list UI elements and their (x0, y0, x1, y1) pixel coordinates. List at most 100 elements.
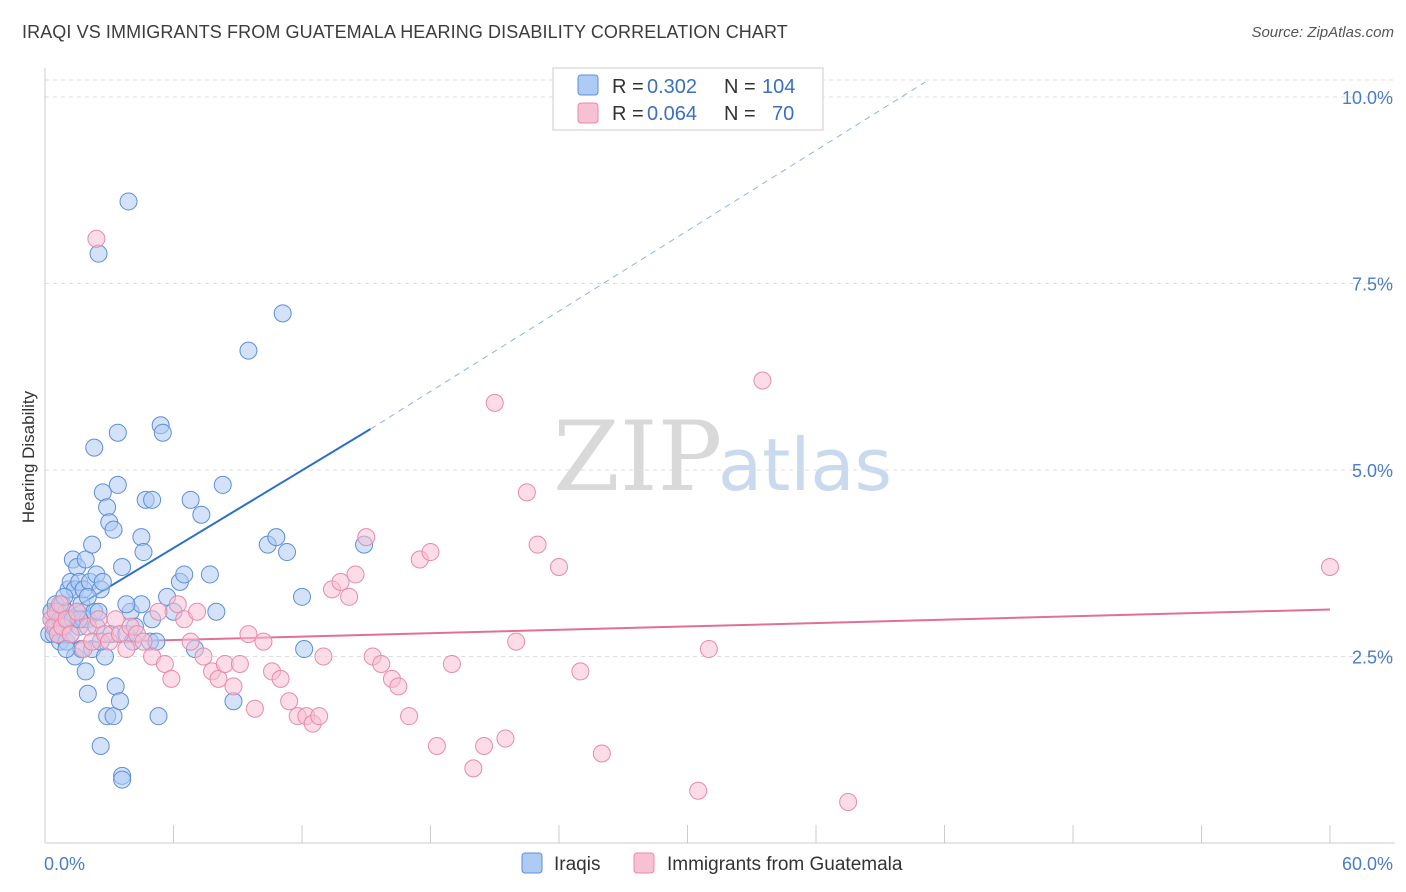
legend-n-label-1: N = (724, 76, 756, 98)
point-iraqi-82 (192, 505, 211, 524)
point-iraqi-63 (119, 192, 138, 211)
point-iraqi-89 (267, 528, 286, 547)
point-iraqi-58 (110, 692, 129, 711)
trendlines (55, 81, 1331, 645)
point-guatemala-29 (194, 647, 213, 666)
y-axis-label: Hearing Disability (19, 390, 38, 523)
source-credit: Source: ZipAtlas.com (1251, 24, 1394, 41)
legend-swatch-iraqi (577, 74, 599, 96)
y-tick-label-3: 10.0% (1342, 88, 1393, 108)
point-iraqi-83 (200, 565, 219, 584)
gridlines (45, 79, 1395, 657)
point-iraqi-53 (104, 707, 123, 726)
point-guatemala-34 (230, 654, 249, 673)
point-guatemala-75 (87, 229, 106, 248)
y-tick-label-1: 5.0% (1352, 461, 1393, 481)
correlation-legend: R = 0.302 N = 104 R = 0.064 N = 70 (552, 67, 824, 131)
point-iraqi-32 (76, 662, 95, 681)
watermark-atlas: atlas (718, 423, 892, 507)
point-guatemala-60 (464, 759, 483, 778)
point-iraqi-87 (239, 341, 258, 360)
point-guatemala-65 (517, 483, 536, 502)
point-guatemala-35 (239, 625, 258, 644)
point-iraqi-54 (104, 520, 123, 539)
x-tick-label-0: 0.0% (44, 854, 85, 874)
point-guatemala-37 (254, 632, 273, 651)
point-guatemala-70 (592, 744, 611, 763)
point-iraqi-84 (207, 602, 226, 621)
point-iraqi-73 (149, 707, 168, 726)
point-guatemala-48 (340, 587, 359, 606)
point-iraqi-80 (181, 490, 200, 509)
point-guatemala-31 (209, 669, 228, 688)
legend-swatch-guatemala (577, 102, 599, 124)
point-iraqi-49 (98, 498, 117, 517)
point-guatemala-33 (224, 677, 243, 696)
point-iraqi-65 (132, 595, 151, 614)
point-guatemala-8 (68, 602, 87, 621)
axes (44, 68, 1395, 844)
point-guatemala-15 (106, 610, 125, 629)
point-iraqi-35 (78, 684, 97, 703)
point-guatemala-62 (485, 393, 504, 412)
point-iraqi-48 (95, 647, 114, 666)
data-points (40, 192, 1339, 811)
point-guatemala-49 (346, 565, 365, 584)
bottom-legend-swatch-guatemala (633, 852, 655, 874)
point-guatemala-58 (427, 737, 446, 756)
point-guatemala-66 (528, 535, 547, 554)
point-iraqi-99 (78, 587, 97, 606)
point-guatemala-74 (1321, 557, 1339, 576)
point-guatemala-54 (389, 677, 408, 696)
point-iraqi-59 (113, 557, 132, 576)
point-guatemala-23 (155, 654, 174, 673)
point-guatemala-32 (215, 654, 234, 673)
point-guatemala-47 (331, 572, 350, 591)
chart-title: IRAQI VS IMMIGRANTS FROM GUATEMALA HEARI… (22, 22, 788, 42)
point-iraqi-75 (153, 423, 172, 442)
point-iraqi-101 (113, 770, 132, 789)
point-guatemala-52 (372, 654, 391, 673)
legend-label-guatemala: Immigrants from Guatemala (667, 854, 903, 875)
point-guatemala-69 (753, 371, 772, 390)
legend-n-value-1: 104 (762, 76, 795, 98)
legend-n-label-2: N = (724, 103, 756, 125)
point-iraqi-33 (76, 550, 95, 569)
point-guatemala-67 (550, 557, 568, 576)
point-guatemala-72 (699, 640, 718, 659)
series-legend: Iraqis Immigrants from Guatemala (521, 852, 903, 875)
point-guatemala-20 (134, 632, 153, 651)
point-guatemala-61 (475, 737, 494, 756)
point-iraqi-40 (85, 438, 104, 457)
point-iraqi-96 (57, 640, 76, 659)
point-iraqi-85 (213, 475, 232, 494)
point-guatemala-22 (149, 602, 168, 621)
point-guatemala-71 (689, 781, 708, 800)
point-iraqi-46 (93, 483, 112, 502)
legend-r-value-2: 0.064 (647, 103, 697, 125)
point-iraqi-92 (293, 587, 311, 606)
x-tick-label-1: 60.0% (1342, 854, 1393, 874)
point-guatemala-50 (357, 528, 376, 547)
point-iraqi-55 (106, 677, 125, 696)
point-guatemala-27 (181, 632, 200, 651)
y-tick-label-0: 2.5% (1352, 648, 1393, 668)
point-guatemala-57 (421, 543, 440, 562)
trendline-iraqi-extension (370, 81, 926, 430)
point-iraqi-100 (89, 244, 108, 263)
point-iraqi-57 (108, 475, 127, 494)
point-iraqi-56 (108, 423, 127, 442)
point-guatemala-64 (507, 632, 526, 651)
point-iraqi-47 (93, 572, 112, 591)
point-iraqi-70 (143, 490, 162, 509)
point-guatemala-73 (839, 792, 858, 811)
point-guatemala-40 (280, 692, 299, 711)
point-guatemala-36 (245, 699, 264, 718)
point-iraqi-93 (295, 640, 314, 659)
point-iraqi-91 (278, 543, 297, 562)
point-iraqi-67 (134, 543, 153, 562)
point-guatemala-59 (442, 654, 461, 673)
point-guatemala-68 (571, 662, 590, 681)
point-iraqi-90 (273, 304, 292, 323)
